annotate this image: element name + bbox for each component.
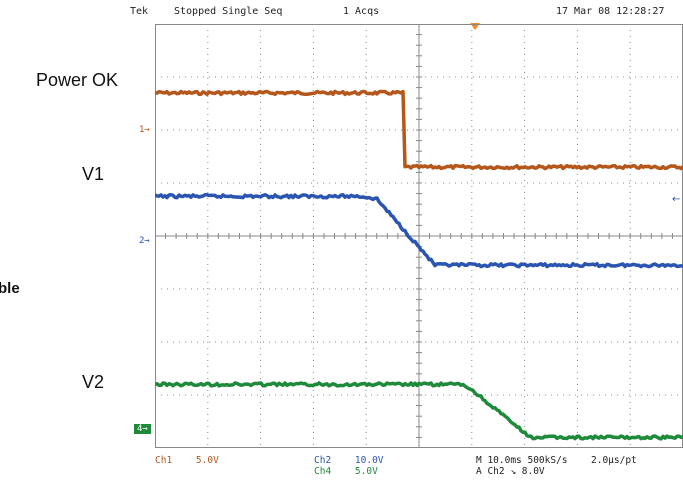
ch2-ground-marker[interactable]: 2→ bbox=[139, 236, 150, 246]
ch2-scale: 10.0V bbox=[354, 455, 384, 466]
ch1-ground-marker[interactable]: 1→ bbox=[139, 125, 150, 135]
trace-v1 bbox=[155, 193, 683, 269]
trace-v2 bbox=[155, 381, 683, 441]
oscilloscope-graticule bbox=[155, 24, 683, 448]
ch2-name: Ch2 bbox=[314, 455, 332, 466]
ch2-scale-readout: Ch2 10.0V bbox=[314, 455, 384, 466]
sample-interval-readout: 2.0µs/pt bbox=[591, 455, 637, 466]
brand-label: Tek bbox=[130, 6, 149, 17]
trace-power-ok bbox=[155, 89, 683, 171]
arrow-right-icon: → bbox=[142, 424, 148, 434]
ch4-name: Ch4 bbox=[314, 466, 332, 477]
ch1-scale: 5.0V bbox=[195, 455, 219, 466]
ch1-marker-label: 1 bbox=[139, 125, 145, 135]
ch4-scale: 5.0V bbox=[354, 466, 378, 477]
ch1-name: Ch1 bbox=[155, 455, 173, 466]
label-cropped: ble bbox=[0, 280, 20, 297]
ch4-ground-marker[interactable]: 4→ bbox=[134, 424, 151, 434]
label-v1: V1 bbox=[82, 164, 105, 184]
scope-status-bar: Tek Stopped Single Seq 1 Acqs 17 Mar 08 … bbox=[0, 6, 683, 20]
acquisition-count: 1 Acqs bbox=[343, 6, 380, 17]
trigger-level-arrow-icon: ← bbox=[672, 194, 681, 205]
arrow-right-icon: → bbox=[144, 236, 150, 246]
ch1-scale-readout: Ch1 5.0V bbox=[155, 455, 219, 466]
timestamp: 17 Mar 08 12:28:27 bbox=[556, 6, 665, 17]
trigger-position-marker-icon bbox=[470, 23, 480, 30]
label-v2: V2 bbox=[82, 372, 105, 392]
label-power-ok: Power OK bbox=[36, 70, 119, 90]
ch4-scale-readout: Ch4 5.0V bbox=[314, 466, 378, 477]
trigger-readout: A Ch2 ↘ 8.0V bbox=[476, 466, 545, 477]
timebase-readout: M 10.0ms 500kS/s bbox=[476, 455, 568, 466]
ch4-marker-label: 4 bbox=[137, 424, 143, 434]
arrow-right-icon: → bbox=[144, 125, 150, 135]
ch2-marker-label: 2 bbox=[139, 236, 145, 246]
acquisition-status: Stopped Single Seq bbox=[174, 6, 283, 17]
waveform-traces bbox=[155, 89, 683, 441]
